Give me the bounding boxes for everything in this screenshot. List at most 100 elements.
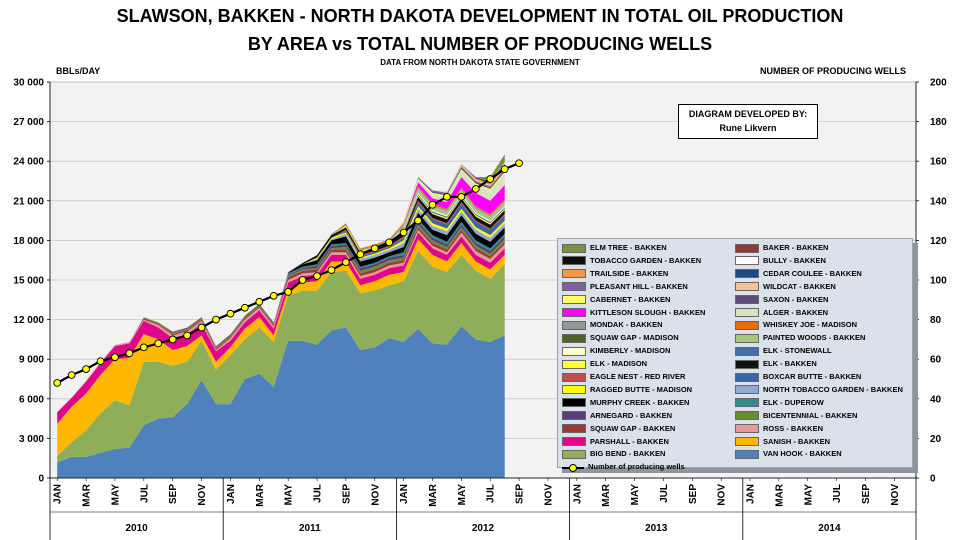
legend-label: MURPHY CREEK - BAKKEN <box>590 397 690 407</box>
x-tick-label: NOV <box>370 484 381 506</box>
legend-label: SANISH - BAKKEN <box>763 436 831 446</box>
wells-point <box>414 216 422 225</box>
legend-swatch <box>735 320 759 330</box>
wells-point <box>212 315 220 324</box>
legend-swatch <box>562 398 586 408</box>
y2-tick-label: 60 <box>930 355 942 366</box>
legend: ELM TREE - BAKKEN TOBACCO GARDEN - BAKKEN… <box>557 238 913 472</box>
x-tick-label: SEP <box>688 484 699 504</box>
y-tick-label: 30 000 <box>13 78 44 89</box>
legend-item: BAKER - BAKKEN <box>735 242 828 253</box>
y-tick-label: 27 000 <box>13 117 44 128</box>
legend-swatch <box>562 437 586 447</box>
legend-label: BULLY - BAKKEN <box>763 255 826 265</box>
legend-label: RAGGED BUTTE - MADISON <box>590 384 693 394</box>
y2-tick-label: 160 <box>930 157 947 168</box>
legend-item: WHISKEY JOE - MADISON <box>735 319 857 330</box>
legend-label: WILDCAT - BAKKEN <box>763 281 836 291</box>
legend-item: PAINTED WOODS - BAKKEN <box>735 332 865 343</box>
y2-tick-label: 140 <box>930 196 947 207</box>
legend-swatch <box>562 385 586 395</box>
legend-swatch <box>735 449 759 459</box>
x-tick-label: JAN <box>399 484 410 504</box>
x-tick-label: MAY <box>284 484 295 506</box>
legend-item: SQUAW GAP - MADISON <box>562 332 679 343</box>
legend-label: CEDAR COULEE - BAKKEN <box>763 268 862 278</box>
legend-label: EAGLE NEST - RED RIVER <box>590 372 686 381</box>
wells-point <box>313 272 321 280</box>
legend-item: ELK - DUPEROW <box>735 397 824 408</box>
legend-label: ELK - STONEWALL <box>763 346 832 356</box>
legend-label: ELK - DUPEROW <box>763 397 824 407</box>
wells-point <box>183 331 191 340</box>
wells-point <box>154 339 163 348</box>
x-tick-label: SEP <box>341 484 352 504</box>
area-van-hook-bakken <box>57 326 505 478</box>
legend-label: PARSHALL - BAKKEN <box>590 436 669 446</box>
x-tick-label: MAR <box>774 483 785 507</box>
x-tick-label: SEP <box>168 484 179 504</box>
legend-label: TOBACCO GARDEN - BAKKEN <box>590 255 702 265</box>
wells-point <box>298 276 307 284</box>
legend-swatch <box>562 243 586 253</box>
legend-swatch <box>562 449 586 459</box>
legend-swatch <box>735 333 759 343</box>
legend-label: ALGER - BAKKEN <box>763 307 828 317</box>
legend-item: BULLY - BAKKEN <box>735 255 826 266</box>
legend-label: BIG BEND - BAKKEN <box>590 449 666 459</box>
y-tick-label: 0 <box>38 474 44 485</box>
area-squaw-gap-bakken <box>57 227 505 412</box>
legend-label: SQUAW GAP - BAKKEN <box>590 423 676 433</box>
x-tick-label: JUL <box>832 484 843 503</box>
legend-item: VAN HOOK - BAKKEN <box>735 448 842 459</box>
wells-point <box>515 159 523 168</box>
area-bully-bakken <box>57 161 505 413</box>
area-big-bend-bakken <box>57 251 505 463</box>
x-tick-label: NOV <box>717 484 728 506</box>
wells-point <box>428 200 437 209</box>
legend-item: TRAILSIDE - BAKKEN <box>562 268 668 279</box>
x-tick-label: JUL <box>139 484 150 503</box>
x-tick-label: MAR <box>601 483 612 507</box>
legend-label: BAKER - BAKKEN <box>763 243 829 252</box>
legend-swatch <box>562 424 586 434</box>
legend-label: BICENTENNIAL - BAKKEN <box>763 410 858 420</box>
legend-label: VAN HOOK - BAKKEN <box>763 449 842 459</box>
y2-tick-label: 100 <box>930 276 947 287</box>
legend-item: BICENTENNIAL - BAKKEN <box>735 410 857 421</box>
y-tick-label: 24 000 <box>13 157 44 168</box>
legend-item: ALGER - BAKKEN <box>735 307 828 318</box>
wells-point <box>139 343 148 352</box>
x-tick-label: MAR <box>255 483 266 507</box>
chart-subtitle: DATA FROM NORTH DAKOTA STATE GOVERNMENT <box>380 58 580 67</box>
legend-item: ROSS - BAKKEN <box>735 423 823 434</box>
y2-tick-label: 80 <box>930 315 942 326</box>
wells-point <box>356 250 365 259</box>
legend-swatch <box>562 282 586 292</box>
legend-label: SAXON - BAKKEN <box>763 294 829 304</box>
x-tick-label: JAN <box>572 484 583 504</box>
legend-swatch <box>735 437 759 447</box>
wells-point <box>385 238 394 247</box>
wells-point <box>327 266 336 274</box>
legend-label: CABERNET - BAKKEN <box>590 294 671 304</box>
legend-swatch <box>735 372 759 382</box>
x-tick-label: JAN <box>53 484 64 504</box>
legend-label: KITTLESON SLOUGH - BAKKEN <box>590 307 706 317</box>
legend-item: MURPHY CREEK - BAKKEN <box>562 397 689 408</box>
legend-item: NORTH TOBACCO GARDEN - BAKKEN <box>735 384 903 395</box>
legend-label: ELK - BAKKEN <box>763 359 817 369</box>
legend-swatch <box>562 256 586 266</box>
y-axis-label-left: BBLs/DAY <box>56 66 101 76</box>
wells-point <box>284 288 293 296</box>
wells-point <box>125 349 134 358</box>
legend-item: BIG BEND - BAKKEN <box>562 448 665 459</box>
wells-point <box>500 165 509 173</box>
y-tick-label: 21 000 <box>13 196 44 207</box>
y-axis-label-right: NUMBER OF PRODUCING WELLS <box>760 66 906 76</box>
x-tick-label: MAR <box>82 483 93 507</box>
legend-label: MONDAK - BAKKEN <box>590 320 663 330</box>
y-tick-label: 15 000 <box>13 276 44 287</box>
legend-item: BOXCAR BUTTE - BAKKEN <box>735 371 861 382</box>
legend-swatch <box>735 295 759 305</box>
